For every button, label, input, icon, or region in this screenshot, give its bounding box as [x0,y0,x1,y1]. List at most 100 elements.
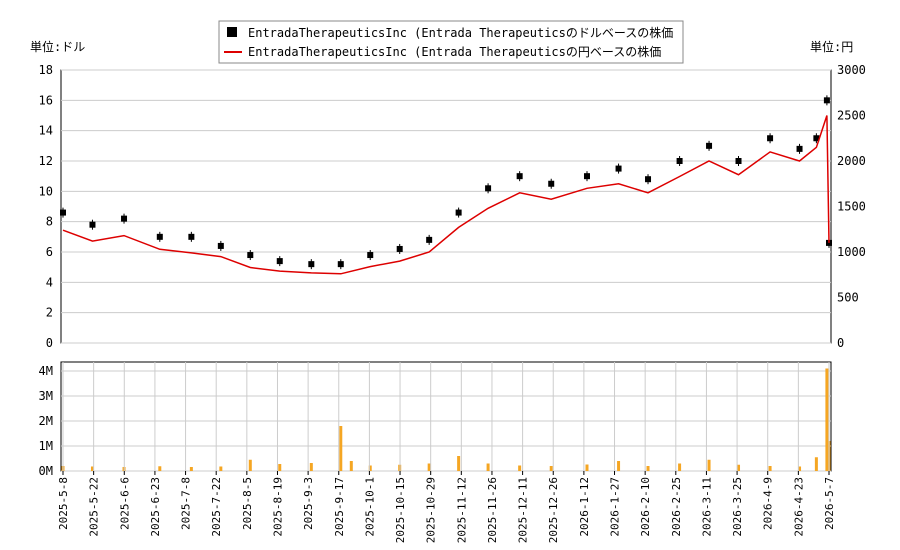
date-tick-label: 2025-5-22 [88,477,101,537]
price-grid [61,69,831,344]
date-tick-label: 2026-1-27 [609,477,622,537]
usd-candle [217,242,224,249]
left-tick-label: 6 [46,245,53,259]
volume-bar [486,463,490,471]
date-tick-label: 2025-6-23 [149,477,162,537]
volume-bar [457,456,461,471]
usd-candle [276,258,283,265]
date-tick-label: 2025-8-5 [241,477,254,530]
right-tick-label: 2500 [837,109,866,123]
usd-candlesticks [60,95,832,270]
volume-bar [368,465,372,471]
usd-candle [548,180,555,187]
volume-bar [768,466,772,471]
volume-bar [707,459,711,471]
volume-tick-label: 2M [39,414,53,428]
volume-bar [737,464,741,471]
usd-candle [823,97,830,104]
date-tick-label: 2026-3-11 [700,477,713,537]
date-tick-label: 2025-9-3 [302,477,315,530]
volume-bar [189,467,193,471]
right-tick-label: 500 [837,291,859,305]
usd-candle [583,173,590,180]
usd-candle [796,145,803,152]
volume-bar [427,463,431,471]
volume-bar [825,368,829,471]
usd-candle [645,176,652,183]
volume-panel-frame [60,361,832,472]
jpy-price-line [62,115,830,275]
usd-candle [516,173,523,180]
date-tick-label: 2025-5-8 [57,477,70,530]
right-tick-label: 0 [837,336,844,350]
date-tick-label: 2025-6-6 [118,477,131,530]
usd-candle [396,245,403,252]
left-tick-label: 14 [39,124,53,138]
left-tick-label: 16 [39,93,53,107]
usd-candle [337,261,344,268]
date-tick-label: 2026-2-10 [639,477,652,537]
left-tick-label: 12 [39,154,53,168]
date-tick-label: 2026-4-9 [762,477,775,530]
usd-candle [367,252,374,259]
right-tick-label: 2000 [837,154,866,168]
date-tick-label: 2025-10-29 [425,477,438,543]
usd-candle [247,252,254,259]
date-tick-label: 2025-12-26 [547,477,560,543]
date-axis: 2025-5-8 2025-5-22 2025-6-6 2025-6-23 2025-7… [57,362,836,543]
date-tick-label: 2025-12-11 [517,477,530,543]
usd-candle [735,158,742,164]
usd-candle [60,209,66,216]
usd-candle [485,185,492,192]
volume-bar [549,466,553,471]
date-tick-label: 2026-3-25 [731,477,744,537]
usd-candle [455,209,462,216]
legend: EntradaTherapeuticsInc (Entrada Therapeu… [218,20,684,64]
usd-candle [308,261,315,268]
date-tick-label: 2025-10-1 [363,477,376,537]
volume-bar [90,466,94,471]
date-tick-label: 2025-7-8 [180,477,193,530]
right-axis: 0 500 1000 1500 2000 2500 3000 [837,63,866,350]
volume-bar [309,463,313,471]
volume-bar [248,459,252,471]
usd-candle [813,135,820,142]
volume-bar [585,464,589,471]
date-tick-label: 2026-1-12 [578,477,591,537]
usd-candle [676,158,683,164]
usd-candle [121,215,128,222]
volume-tick-label: 0M [39,464,53,478]
usd-candle [706,142,713,149]
volume-tick-label: 3M [39,389,53,403]
date-tick-label: 2025-10-15 [394,477,407,543]
volume-bar [798,466,802,471]
volume-bar [219,466,223,471]
usd-candle [426,236,433,243]
volume-grid [61,370,831,472]
date-tick-label: 2025-7-22 [210,477,223,537]
volume-bar [349,461,353,471]
date-tick-label: 2025-9-17 [333,477,346,537]
volume-bar [678,463,682,471]
usd-candle [615,165,622,172]
legend-box [218,20,684,64]
left-tick-label: 0 [46,336,53,350]
price-panel-frame [60,69,832,344]
left-axis: 0 2 4 6 8 10 12 14 16 18 [39,63,53,350]
left-tick-label: 8 [46,215,53,229]
right-tick-label: 1500 [837,200,866,214]
left-tick-label: 10 [39,184,53,198]
date-tick-label: 2025-11-12 [455,477,468,543]
volume-tick-label: 1M [39,439,53,453]
right-tick-label: 3000 [837,63,866,77]
volume-axis: 0M 1M 2M 3M 4M [39,364,53,478]
legend-usd-marker [227,27,237,37]
legend-usd-label: EntradaTherapeuticsInc (Entrada Therapeu… [248,25,673,40]
volume-bar [339,426,343,471]
left-tick-label: 18 [39,63,53,77]
usd-candle [188,233,195,240]
usd-candle [156,233,163,240]
usd-candle [89,221,96,228]
volume-bar [814,457,818,471]
